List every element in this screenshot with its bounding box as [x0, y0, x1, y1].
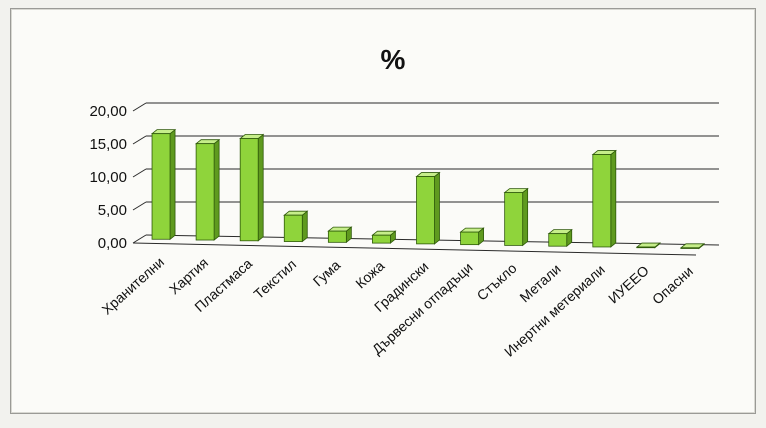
y-tick-label: 5,00 [98, 202, 127, 219]
bars [152, 130, 704, 249]
x-category-label: Стъкло [474, 260, 520, 304]
bar [593, 151, 616, 247]
gridline-depth [133, 202, 146, 210]
bar [284, 211, 307, 241]
y-axis-ticks: 0,00 5,00 10,00 15,00 20,00 [89, 103, 127, 252]
x-category-label: ИУЕЕО [605, 262, 652, 306]
bar [328, 227, 351, 242]
bar [505, 189, 528, 246]
bar [549, 230, 572, 247]
bar [417, 173, 440, 244]
bar [152, 130, 175, 240]
x-category-label: Хранителни [99, 254, 167, 318]
bar [196, 140, 219, 240]
y-tick-label: 15,00 [89, 136, 127, 153]
bar [372, 231, 395, 243]
x-category-label: Кожа [352, 257, 387, 291]
x-category-label: Текстил [250, 256, 299, 302]
x-category-label: Гума [310, 257, 344, 290]
y-tick-label: 10,00 [89, 169, 127, 186]
y-tick-label: 20,00 [89, 103, 127, 120]
y-tick-label: 0,00 [98, 235, 127, 252]
gridline-depth [133, 136, 146, 144]
bar [240, 135, 263, 241]
x-category-label: Опасни [649, 263, 696, 308]
gridline-depth [133, 169, 146, 177]
chart-frame: % 0,00 5,00 10,00 15,00 20,00 Хранителни Харт… [10, 8, 756, 414]
gridline-depth [133, 103, 146, 111]
chart-title: % [381, 44, 406, 75]
gridline-depth [133, 235, 146, 243]
bar [461, 228, 484, 245]
